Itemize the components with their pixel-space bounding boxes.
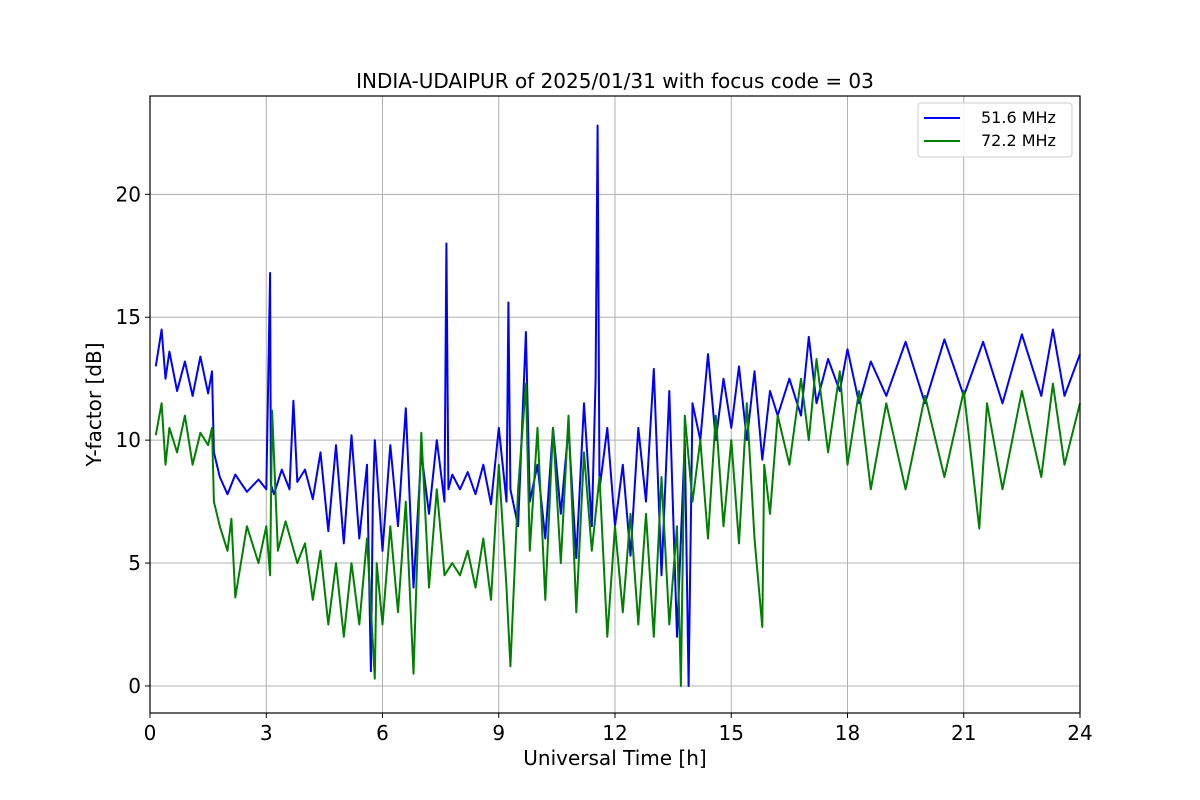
axis-ticks: 0 3 6 9 12 15 18 21 24 0 5 10 15 20	[116, 182, 1093, 745]
y-tick-label: 0	[128, 674, 141, 698]
x-tick-label: 0	[144, 721, 157, 745]
y-tick-label: 10	[116, 428, 141, 452]
y-tick-label: 15	[116, 305, 141, 329]
y-tick-label: 20	[116, 182, 141, 206]
chart-title: INDIA-UDAIPUR of 2025/01/31 with focus c…	[356, 69, 874, 93]
x-axis-label: Universal Time [h]	[523, 746, 706, 770]
x-tick-label: 6	[376, 721, 389, 745]
x-tick-label: 3	[260, 721, 273, 745]
legend-label: 72.2 MHz	[981, 131, 1056, 150]
series-line-2	[154, 358, 1081, 687]
x-tick-label: 12	[602, 721, 627, 745]
y-tick-label: 5	[128, 551, 141, 575]
y-axis-label: Y-factor [dB]	[82, 342, 106, 467]
x-tick-label: 15	[719, 721, 744, 745]
legend: 51.6 MHz 72.2 MHz	[917, 102, 1073, 158]
data-series	[154, 124, 1081, 687]
x-tick-label: 18	[835, 721, 860, 745]
legend-box	[917, 102, 1073, 158]
legend-label: 51.6 MHz	[981, 108, 1056, 127]
x-tick-label: 21	[951, 721, 976, 745]
x-tick-label: 9	[492, 721, 505, 745]
x-tick-label: 24	[1067, 721, 1092, 745]
